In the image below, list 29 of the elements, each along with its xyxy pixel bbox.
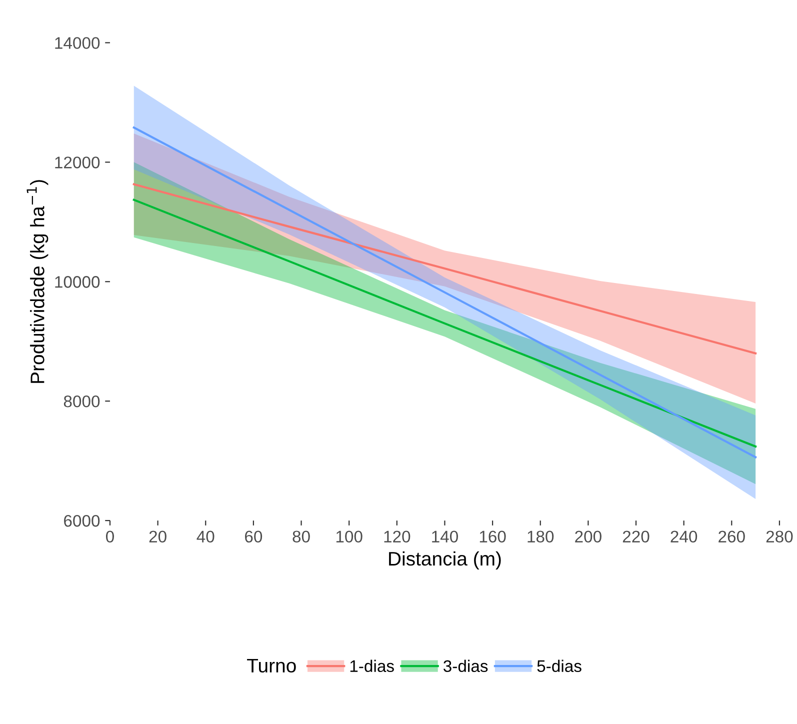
x-tick-label: 80	[292, 530, 310, 543]
x-tick-label: 280	[766, 530, 793, 543]
x-tick-label: 180	[528, 530, 554, 543]
legend-label: 1-dias	[350, 660, 394, 672]
y-axis-title: Produtividade (kg ha$^{−1}$)	[26, 180, 48, 383]
x-tick-label: 60	[245, 530, 262, 543]
legend-label: 5-dias	[537, 660, 582, 672]
x-tick-label: 100	[336, 530, 362, 543]
x-tick-label: 200	[575, 530, 602, 543]
x-tick-label: 120	[384, 530, 410, 543]
line-series	[132, 126, 757, 458]
y-tick-label: 8000	[64, 395, 100, 408]
line-series	[132, 183, 757, 354]
x-tick-label: 260	[718, 530, 745, 543]
y-tick-label: 12000	[55, 156, 100, 168]
x-tick-label: 0	[106, 530, 114, 543]
legend-title: Turno	[247, 658, 296, 673]
x-axis-title: Distancia (m)	[389, 551, 501, 570]
y-tick-label: 14000	[55, 37, 100, 49]
x-tick-label: 240	[670, 530, 698, 543]
x-tick-label: 40	[196, 530, 214, 543]
line-series	[132, 198, 757, 448]
legend-label: 3-dias	[444, 660, 488, 672]
x-tick-label: 160	[480, 530, 506, 543]
x-tick-label: 140	[432, 530, 458, 543]
y-tick-label: 10000	[55, 276, 100, 288]
x-tick-label: 20	[149, 530, 166, 543]
y-tick-label: 6000	[64, 514, 100, 527]
x-tick-label: 220	[622, 530, 650, 543]
